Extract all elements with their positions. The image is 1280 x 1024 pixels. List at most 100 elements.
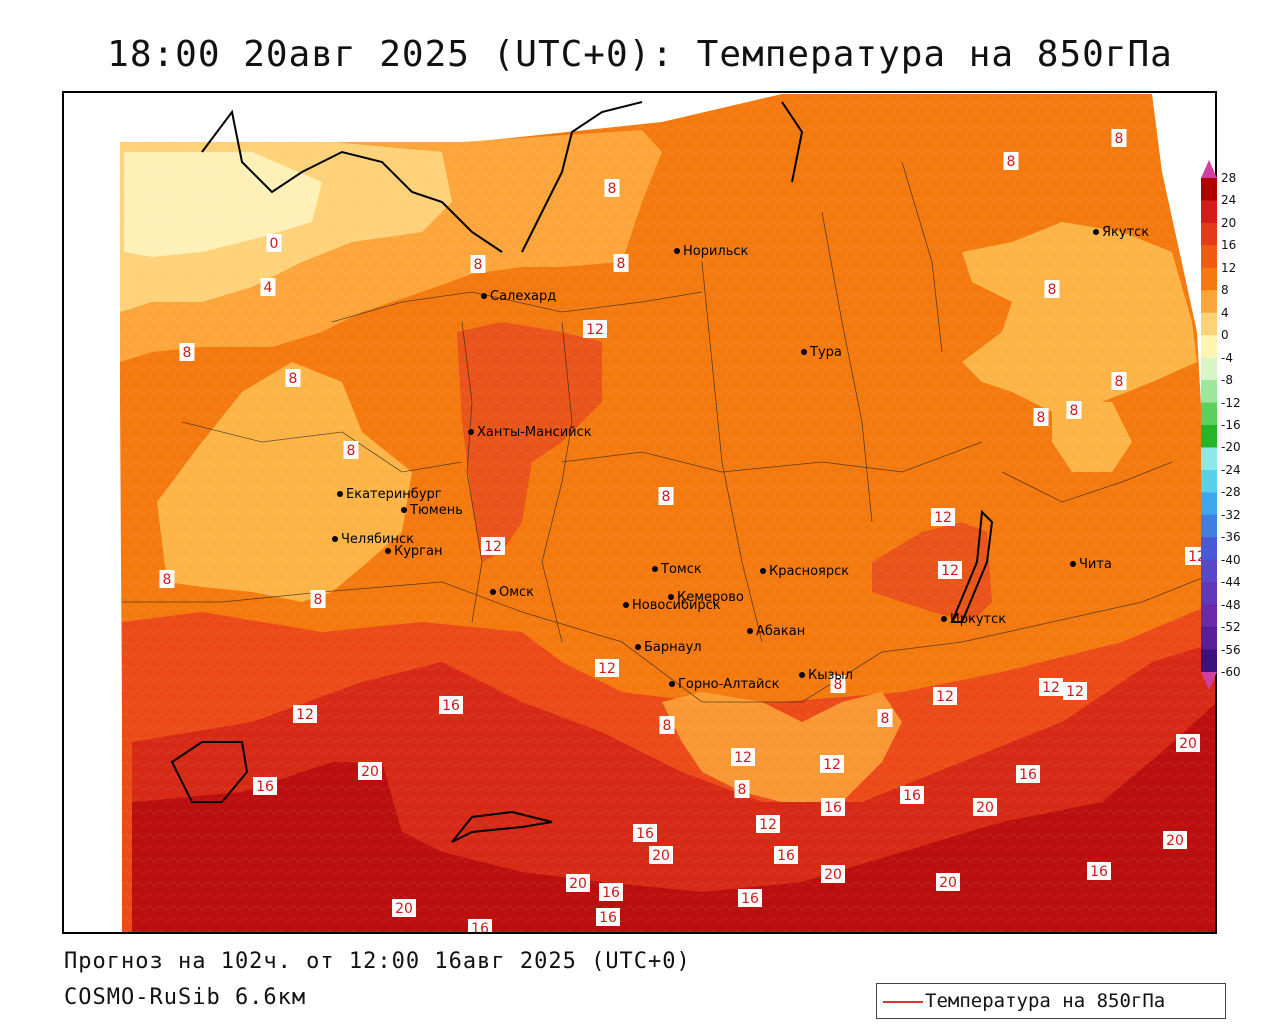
contour-label: 8: [658, 487, 674, 505]
city-label: Челябинск: [341, 532, 414, 547]
city-dot: [385, 548, 391, 554]
svg-text:8: 8: [738, 782, 747, 798]
contour-label: 12: [756, 815, 780, 833]
city-label: Тюмень: [409, 503, 463, 518]
city-marker[interactable]: Челябинск: [332, 532, 414, 547]
svg-text:12: 12: [934, 510, 952, 526]
city-marker[interactable]: Норильск: [674, 244, 749, 259]
svg-text:12: 12: [586, 322, 604, 338]
contour-label: 20: [1176, 734, 1200, 752]
city-marker[interactable]: Ханты-Мансийск: [468, 425, 592, 440]
city-label: Кемерово: [677, 590, 744, 605]
city-label: Курган: [394, 544, 442, 559]
city-marker[interactable]: Кемерово: [668, 590, 744, 605]
colorbar-segment: [1201, 290, 1217, 314]
contour-label: 12: [820, 755, 844, 773]
legend-line-swatch: [883, 1001, 923, 1003]
city-dot: [635, 644, 641, 650]
svg-text:8: 8: [1048, 282, 1057, 298]
city-marker[interactable]: Новосибирск: [623, 598, 721, 613]
colorbar-tick-label: 0: [1221, 328, 1229, 343]
city-dot: [623, 602, 629, 608]
city-marker[interactable]: Тура: [801, 345, 842, 360]
contour-label: 8: [1033, 408, 1049, 426]
svg-text:20: 20: [1179, 736, 1197, 752]
colorbar-segment: [1201, 492, 1217, 516]
city-dot: [401, 507, 407, 513]
colorbar-tick-label: -12: [1221, 395, 1241, 410]
city-dot: [332, 536, 338, 542]
contour-label: 16: [468, 919, 492, 932]
colorbar-tick-label: -24: [1221, 462, 1241, 477]
city-marker[interactable]: Барнаул: [635, 640, 702, 655]
colorbar-tick-label: -60: [1221, 665, 1241, 679]
svg-text:20: 20: [976, 800, 994, 816]
model-name: COSMO-RuSib 6.6км: [64, 985, 307, 1010]
svg-text:12: 12: [941, 563, 959, 579]
colorbar-segment: [1201, 559, 1217, 583]
svg-text:20: 20: [361, 764, 379, 780]
city-label: Салехард: [490, 289, 556, 304]
temperature-map[interactable]: 8 8 8 8 8 8 0 4 8 8 8 12 8 8 8 8 12 8 8 12 12 12 12 8 12 12 12 8 8 12…: [62, 91, 1217, 934]
city-dot: [468, 429, 474, 435]
colorbar-segment: [1201, 582, 1217, 606]
city-label: Абакан: [756, 624, 805, 639]
city-marker[interactable]: Якутск: [1093, 225, 1149, 240]
contour-label: 16: [900, 786, 924, 804]
forecast-info: Прогноз на 102ч. от 12:00 16авг 2025 (UT…: [64, 949, 691, 974]
contour-label: 12: [1063, 682, 1087, 700]
city-label: Норильск: [683, 244, 749, 259]
contour-label: 16: [821, 798, 845, 816]
colorbar-segment: [1201, 537, 1217, 561]
contour-label: 12: [931, 508, 955, 526]
legend-line-label: Температура на 850гПа: [925, 990, 1166, 1012]
svg-text:0: 0: [270, 236, 279, 252]
city-label: Новосибирск: [632, 598, 721, 613]
city-marker[interactable]: Горно-Алтайск: [669, 677, 780, 692]
city-label: Тура: [809, 345, 842, 360]
svg-text:12: 12: [936, 689, 954, 705]
city-marker[interactable]: Красноярск: [760, 564, 849, 579]
contour-label: 8: [285, 369, 301, 387]
colorbar-tick-label: -8: [1221, 373, 1233, 388]
city-marker[interactable]: Томск: [652, 562, 702, 577]
colorbar-segment: [1201, 200, 1217, 224]
admin-boundaries: [122, 161, 1215, 703]
city-marker[interactable]: Екатеринбург: [337, 487, 442, 502]
contour-label: 20: [821, 865, 845, 883]
colorbar-segment: [1201, 380, 1217, 404]
city-dot: [747, 628, 753, 634]
colorbar-tick-label: 8: [1221, 283, 1229, 298]
city-marker[interactable]: Курган: [385, 544, 442, 559]
city-marker[interactable]: Тюмень: [401, 503, 463, 518]
contour-label: 8: [1111, 129, 1127, 147]
city-marker[interactable]: Иркутск: [941, 612, 1006, 627]
city-marker[interactable]: Кызыл: [799, 668, 853, 683]
contour-label: 8: [877, 709, 893, 727]
city-dot: [337, 491, 343, 497]
colorbar-segment: [1201, 425, 1217, 448]
colorbar-tick-label: 12: [1221, 260, 1237, 275]
city-marker[interactable]: Абакан: [747, 624, 805, 639]
contour-label-layer: 8 8 8 8 8 8 0 4 8 8 8 12 8 8 8 8 12 8 8 12 12 12 12 8 12 12 12 8 8 12…: [159, 129, 1209, 932]
contour-label: 20: [566, 874, 590, 892]
contour-label: 20: [973, 798, 997, 816]
svg-text:8: 8: [1115, 131, 1124, 147]
contour-label: 8: [470, 255, 486, 273]
city-marker[interactable]: Салехард: [481, 289, 556, 304]
city-marker[interactable]: Чита: [1070, 557, 1112, 572]
svg-text:8: 8: [1037, 410, 1046, 426]
svg-text:12: 12: [823, 757, 841, 773]
svg-text:20: 20: [1166, 833, 1184, 849]
contour-label: 16: [774, 846, 798, 864]
city-marker[interactable]: Омск: [490, 585, 534, 600]
city-label: Якутск: [1102, 225, 1149, 240]
colorbar-tick-label: 16: [1221, 238, 1237, 253]
svg-text:20: 20: [939, 875, 957, 891]
contour-label: 8: [1044, 280, 1060, 298]
colorbar-tick-label: -52: [1221, 620, 1241, 635]
svg-text:16: 16: [636, 826, 654, 842]
svg-text:4: 4: [264, 280, 273, 296]
svg-text:20: 20: [824, 867, 842, 883]
colorbar-segment: [1201, 402, 1217, 426]
